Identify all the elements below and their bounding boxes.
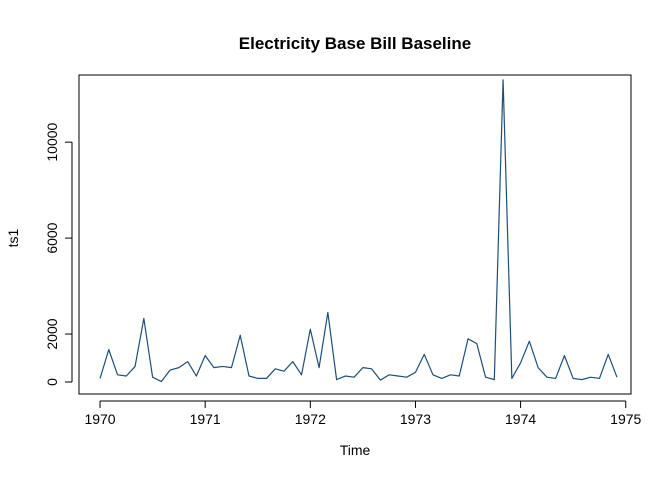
x-tick-label: 1975 [610,411,641,427]
plot-area-box [78,74,632,395]
y-tick-label: 0 [44,378,60,386]
x-axis-label: Time [340,442,371,458]
y-tick-label: 10000 [44,122,60,161]
y-tick-label: 2000 [44,318,60,349]
x-tick-label: 1970 [84,411,115,427]
y-tick-label: 6000 [44,222,60,253]
series-line [99,79,618,383]
chart-title: Electricity Base Bill Baseline [239,34,471,53]
y-axis: 0 2000 6000 10000 [44,122,73,386]
series-group [99,79,618,383]
x-tick-label: 1971 [190,411,221,427]
x-axis: 1970 1971 1972 1973 1974 1975 [84,400,642,427]
x-tick-label: 1974 [505,411,536,427]
x-tick-label: 1973 [400,411,431,427]
y-axis-label: ts1 [5,228,21,247]
x-tick-label: 1972 [295,411,326,427]
